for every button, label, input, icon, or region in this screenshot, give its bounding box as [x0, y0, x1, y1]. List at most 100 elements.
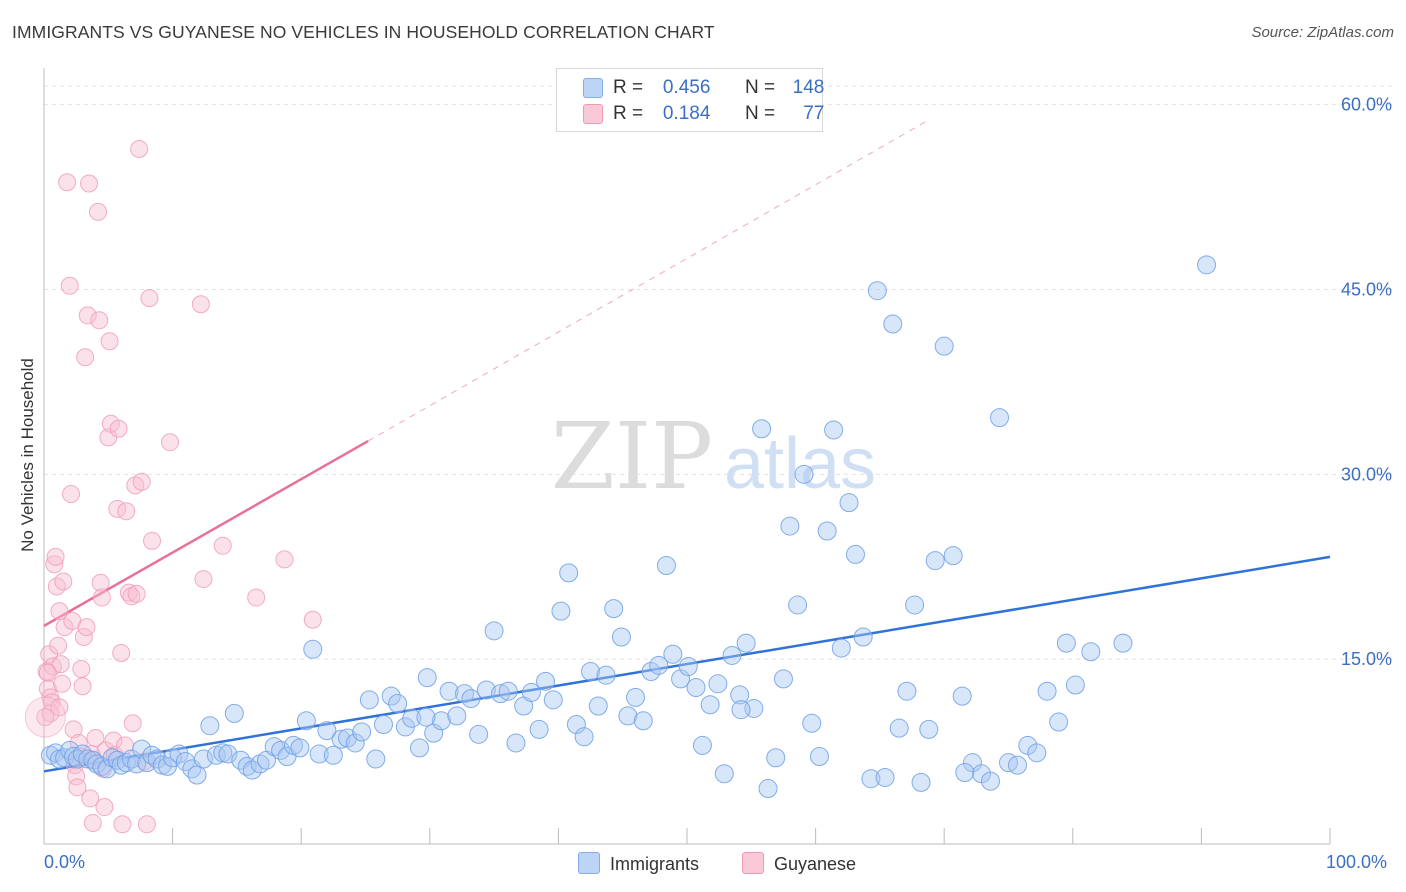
point-immigrants — [618, 706, 638, 726]
legend-swatch-immigrants — [578, 852, 600, 874]
legend-swatch-guyanese — [742, 852, 764, 874]
point-guyanese — [303, 610, 322, 629]
point-guyanese — [51, 655, 70, 674]
r-label: R = — [613, 77, 644, 98]
point-immigrants — [1037, 681, 1057, 701]
point-immigrants — [656, 556, 676, 576]
point-guyanese — [143, 531, 162, 550]
point-immigrants — [469, 724, 489, 744]
point-immigrants — [366, 749, 386, 769]
point-guyanese — [95, 798, 114, 817]
point-guyanese — [100, 332, 119, 351]
point-immigrants — [641, 661, 661, 681]
point-guyanese — [53, 674, 72, 693]
point-guyanese — [191, 295, 210, 314]
point-immigrants — [700, 695, 720, 715]
legend-item-immigrants: Immigrants — [578, 852, 699, 875]
y-tick-label: 30.0% — [1341, 464, 1392, 484]
point-immigrants — [671, 669, 691, 689]
point-immigrants — [714, 764, 734, 784]
trend-guyanese — [43, 439, 369, 627]
point-immigrants — [943, 546, 963, 566]
point-immigrants — [1056, 633, 1076, 653]
point-guyanese — [46, 547, 65, 566]
point-guyanese-large — [24, 696, 66, 738]
point-immigrants — [911, 772, 931, 792]
point-immigrants — [730, 685, 750, 705]
point-guyanese — [127, 584, 146, 603]
point-immigrants — [1197, 255, 1217, 275]
point-immigrants — [708, 674, 728, 694]
gridlines — [44, 85, 1392, 660]
point-guyanese — [113, 815, 132, 834]
point-guyanese — [130, 140, 149, 159]
point-immigrants — [780, 516, 800, 536]
point-guyanese — [68, 778, 87, 797]
point-immigrants — [1113, 633, 1133, 653]
point-immigrants — [506, 733, 526, 753]
watermark-atlas: atlas — [724, 424, 876, 504]
source-label: Source: ZipAtlas.com — [1251, 24, 1394, 41]
point-immigrants — [250, 754, 270, 774]
trend-lines — [43, 120, 1331, 773]
x-tick-label-max: 100.0% — [1326, 852, 1388, 872]
point-guyanese — [41, 704, 60, 723]
point-guyanese — [49, 636, 68, 655]
point-immigrants — [692, 735, 712, 755]
point-immigrants — [461, 689, 481, 709]
point-guyanese — [58, 173, 77, 192]
point-guyanese — [213, 536, 232, 555]
point-immigrants — [455, 684, 475, 704]
point-immigrants — [649, 655, 669, 675]
point-immigrants — [498, 681, 518, 701]
point-guyanese — [132, 472, 151, 491]
point-immigrants — [381, 686, 401, 706]
trend-immigrants — [43, 555, 1331, 773]
point-immigrants — [476, 680, 496, 700]
point-immigrants — [439, 681, 459, 701]
point-guyanese — [92, 588, 111, 607]
point-immigrants — [845, 544, 865, 564]
point-immigrants — [551, 601, 571, 621]
point-guyanese — [60, 276, 79, 295]
chart-title: IMMIGRANTS VS GUYANESE NO VEHICLES IN HO… — [12, 22, 715, 42]
point-guyanese — [54, 572, 73, 591]
point-guyanese — [123, 714, 142, 733]
point-guyanese — [72, 660, 91, 679]
point-immigrants — [242, 760, 262, 780]
point-immigrants — [309, 744, 329, 764]
r-label: R = — [613, 103, 644, 124]
point-guyanese — [50, 602, 69, 621]
point-immigrants — [521, 682, 541, 702]
point-immigrants — [731, 700, 751, 720]
point-guyanese — [80, 174, 99, 193]
point-guyanese — [91, 573, 110, 592]
point-immigrants — [663, 644, 683, 664]
trend-guyanese-extension — [367, 120, 928, 442]
data-points — [24, 140, 1217, 834]
point-immigrants — [424, 723, 444, 743]
point-immigrants — [773, 669, 793, 689]
point-immigrants — [416, 707, 436, 727]
point-immigrants — [752, 419, 772, 439]
y-tick-labels: 15.0% 30.0% 45.0% 60.0% — [1341, 95, 1392, 670]
point-guyanese — [86, 729, 105, 748]
point-guyanese — [64, 720, 83, 739]
point-immigrants — [794, 464, 814, 484]
point-immigrants — [529, 719, 549, 739]
r-value: 0.184 — [662, 103, 711, 124]
point-immigrants — [980, 771, 1000, 791]
point-immigrants — [491, 684, 511, 704]
point-immigrants — [410, 738, 430, 758]
point-immigrants — [989, 408, 1009, 428]
point-guyanese — [90, 311, 109, 330]
point-immigrants — [955, 763, 975, 783]
point-immigrants — [374, 714, 394, 734]
point-immigrants — [766, 748, 786, 768]
legend-label-guyanese: Guyanese — [774, 854, 857, 874]
point-immigrants — [736, 633, 756, 653]
point-immigrants — [127, 754, 147, 774]
point-immigrants — [934, 336, 954, 356]
point-guyanese — [81, 789, 100, 808]
point-immigrants — [484, 621, 504, 641]
